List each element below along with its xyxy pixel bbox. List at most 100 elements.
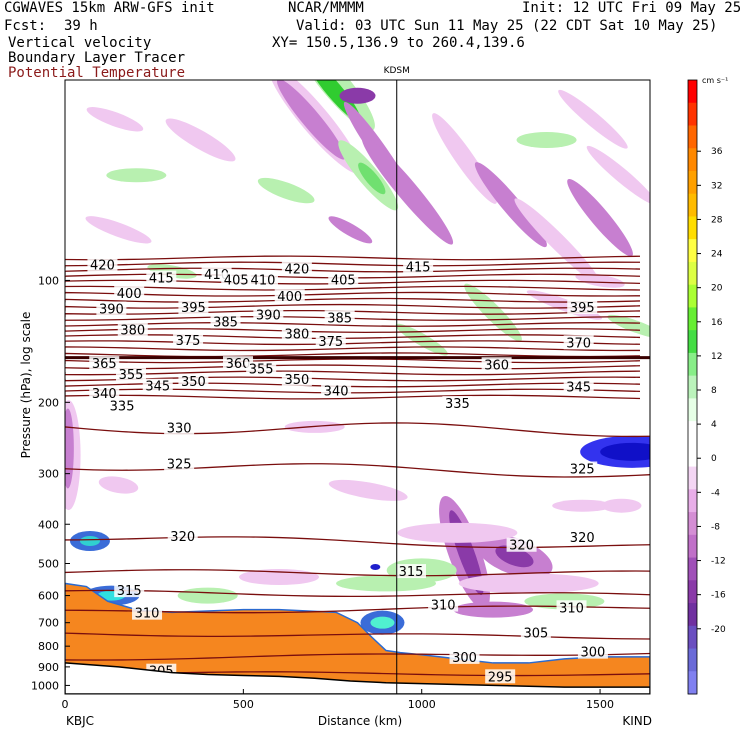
theta-label-bg bbox=[89, 386, 120, 401]
theta-label-bg bbox=[324, 310, 355, 325]
w-cell bbox=[516, 131, 577, 148]
w-cell bbox=[276, 80, 346, 160]
colorbar-swatch bbox=[688, 80, 697, 104]
theta-label-bg bbox=[221, 272, 252, 287]
y-tick-label: 500 bbox=[38, 558, 59, 571]
theta-label: 310 bbox=[431, 599, 456, 614]
y-tick-label: 200 bbox=[38, 396, 59, 409]
field-boundary-layer-tracer: Boundary Layer Tracer bbox=[8, 50, 186, 66]
theta-label: 340 bbox=[324, 384, 349, 399]
theta-contour bbox=[65, 536, 650, 549]
w-cell-small bbox=[370, 563, 381, 570]
theta-label: 335 bbox=[110, 400, 135, 415]
colorbar-label: 4 bbox=[711, 420, 717, 430]
w-cell bbox=[397, 522, 518, 543]
y-tick-label: 100 bbox=[38, 274, 59, 287]
plot-frame bbox=[64, 79, 651, 695]
y-axis: 100 200 300 400 500 600 700 800 900 1000 bbox=[31, 274, 70, 692]
cross-section-endpoints: XY= 150.5,136.9 to 260.4,139.6 bbox=[272, 35, 525, 51]
y-tick-label: 800 bbox=[38, 640, 59, 653]
theta-label-bg bbox=[167, 528, 198, 543]
theta-label-bg bbox=[567, 300, 598, 315]
theta-label: 415 bbox=[406, 261, 431, 276]
colorbar-swatch bbox=[688, 398, 697, 422]
theta-label: 320 bbox=[509, 539, 534, 554]
theta-label: 355 bbox=[249, 363, 274, 378]
theta-label: 385 bbox=[213, 315, 238, 330]
theta-label: 400 bbox=[277, 290, 302, 305]
theta-label-bg bbox=[114, 285, 145, 300]
colorbar-swatch bbox=[688, 330, 697, 354]
x-axis: 0 500 1000 1500 bbox=[62, 689, 614, 711]
colorbar: 36 32 28 24 20 16 12 8 4 0 -4 -8 -12 -16 -20 bbox=[687, 79, 726, 695]
theta-contour bbox=[65, 346, 641, 354]
x-tick-label: 0 bbox=[62, 698, 69, 711]
theta-contour bbox=[65, 394, 641, 402]
theta-label: 320 bbox=[570, 531, 595, 546]
theta-label: 340 bbox=[92, 387, 117, 402]
theta-label: 400 bbox=[117, 287, 142, 302]
w-cell bbox=[257, 177, 315, 204]
colorbar-swatch bbox=[688, 443, 697, 468]
colorbar-swatch bbox=[688, 148, 697, 172]
theta-label: 310 bbox=[559, 601, 584, 616]
theta-label-bg bbox=[281, 326, 312, 341]
colorbar-label: 36 bbox=[711, 147, 723, 157]
colorbar-swatch bbox=[688, 170, 697, 195]
colorbar-swatch bbox=[688, 284, 697, 308]
y-tick-label: 600 bbox=[38, 590, 59, 603]
theta-label-bg bbox=[577, 644, 608, 659]
theta-label: 390 bbox=[99, 303, 124, 318]
colorbar-swatch bbox=[688, 125, 697, 149]
theta-label: 310 bbox=[135, 607, 160, 622]
w-cell bbox=[79, 536, 100, 547]
theta-label: 385 bbox=[327, 311, 352, 326]
colorbar-swatch bbox=[688, 557, 697, 581]
w-cell bbox=[575, 273, 625, 288]
y-tick-label: 300 bbox=[38, 468, 59, 481]
theta-label-bg bbox=[178, 300, 209, 315]
theta-label-bg bbox=[274, 289, 305, 304]
theta-contour bbox=[65, 261, 641, 269]
w-cell bbox=[361, 136, 454, 245]
w-cell bbox=[464, 283, 522, 342]
colorbar-swatch bbox=[688, 671, 697, 695]
theta-contour bbox=[65, 303, 641, 311]
theta-label: 375 bbox=[318, 335, 343, 350]
colorbar-swatch bbox=[688, 534, 697, 559]
colorbar-swatch bbox=[688, 625, 697, 650]
theta-label-bg bbox=[115, 366, 146, 381]
theta-label: 390 bbox=[256, 308, 281, 323]
model-title: CGWAVES 15km ARW-GFS init bbox=[4, 0, 215, 16]
colorbar-swatch bbox=[688, 102, 697, 126]
w-cell bbox=[601, 498, 642, 513]
theta-label-bg bbox=[253, 307, 284, 322]
x-axis-title: Distance (km) bbox=[318, 714, 402, 728]
w-cell bbox=[552, 499, 613, 512]
theta-label: 370 bbox=[566, 336, 591, 351]
theta-label: 420 bbox=[90, 259, 115, 274]
theta-label: 355 bbox=[119, 368, 144, 383]
w-cell bbox=[432, 113, 497, 204]
w-cell bbox=[65, 408, 74, 489]
w-cell bbox=[453, 601, 534, 618]
theta-label-bg bbox=[567, 529, 598, 544]
theta-label-bg bbox=[449, 649, 480, 664]
theta-label: 395 bbox=[570, 301, 595, 316]
x-tick-label: 1500 bbox=[586, 698, 614, 711]
w-cell bbox=[358, 162, 386, 195]
theta-label-bg bbox=[87, 257, 118, 272]
theta-label-bg bbox=[281, 261, 312, 276]
theta-label-bg bbox=[520, 625, 551, 640]
theta-label-bg bbox=[96, 301, 127, 316]
theta-label: 300 bbox=[452, 651, 477, 666]
theta-label-bg bbox=[246, 361, 277, 376]
start-station-label: KBJC bbox=[66, 714, 94, 728]
w-cell bbox=[567, 178, 633, 257]
colorbar-swatch bbox=[688, 307, 697, 331]
colorbar-label: 0 bbox=[711, 454, 717, 464]
theta-label-bg bbox=[563, 335, 594, 350]
colorbar-swatch bbox=[688, 648, 697, 672]
w-cell bbox=[336, 575, 437, 592]
